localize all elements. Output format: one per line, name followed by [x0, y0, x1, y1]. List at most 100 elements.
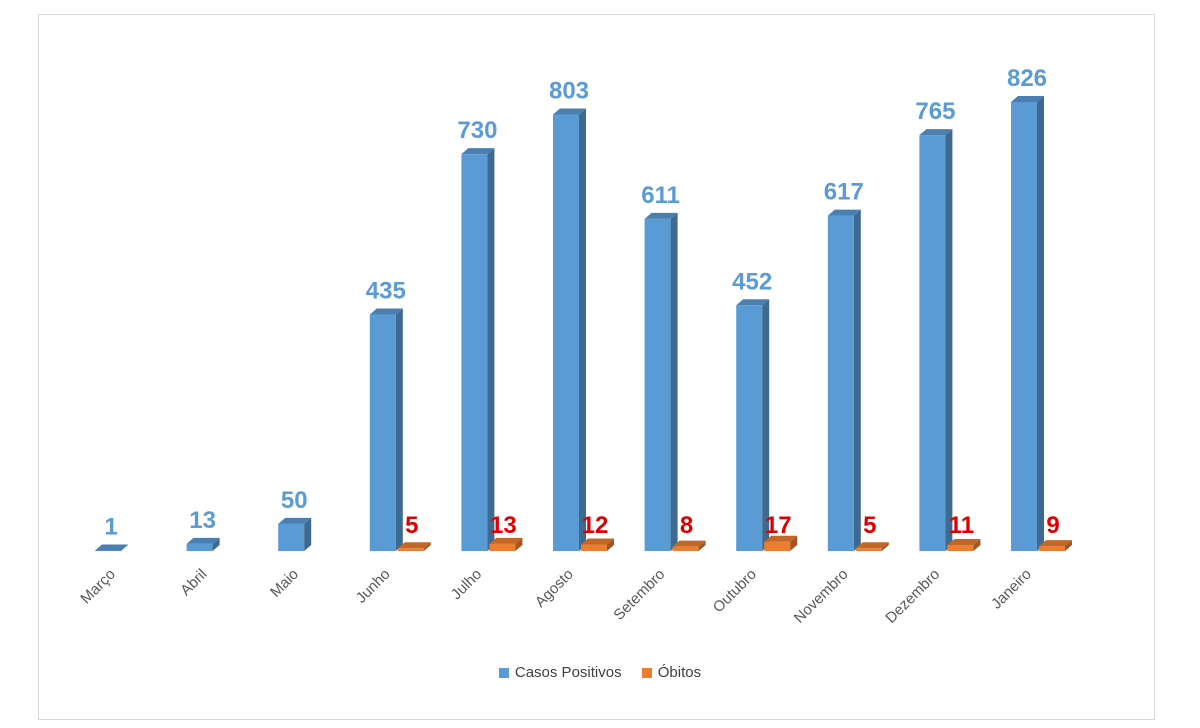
- bar-obitos-4-top: [489, 537, 523, 544]
- x-tick-label-8: Novembro: [791, 566, 852, 627]
- bar-obitos-3: [397, 542, 431, 551]
- bar-casos-7-side: [762, 299, 770, 551]
- bar-casos-2-side: [304, 517, 312, 551]
- legend-item-obitos: Óbitos: [641, 664, 702, 681]
- data-label-obitos-5: 12: [582, 512, 609, 539]
- bar-casos-2-front: [278, 523, 305, 551]
- bar-obitos-6: [672, 540, 706, 551]
- bar-obitos-7-side: [790, 535, 798, 551]
- bar-obitos-7-top: [764, 535, 798, 542]
- bar-casos-8-side: [853, 209, 861, 552]
- bar-casos-3-side: [395, 308, 403, 551]
- x-tick-label-7: Outubro: [710, 566, 760, 616]
- bar-casos-1-front: [186, 543, 213, 551]
- bar-obitos-8-front: [855, 548, 882, 551]
- data-label-casos-0: 1: [104, 513, 117, 540]
- bar-casos-0: [95, 544, 128, 551]
- bar-casos-6-side: [670, 212, 678, 551]
- bar-casos-5: [553, 108, 586, 552]
- bar-casos-8-front: [827, 215, 854, 552]
- bar-obitos-9-top: [947, 539, 981, 546]
- bar-casos-8-top: [827, 209, 861, 216]
- bar-casos-10-top: [1011, 96, 1044, 102]
- bar-casos-7-top: [736, 299, 770, 306]
- bar-casos-6: [644, 212, 678, 551]
- data-label-casos-2: 50: [281, 487, 308, 514]
- data-label-casos-4: 730: [457, 117, 497, 144]
- bar-casos-6-top: [644, 212, 678, 219]
- legend: Casos Positivos Óbitos: [0, 664, 1200, 682]
- chart-frame: [38, 14, 1155, 720]
- legend-label-casos-positivos: Casos Positivos: [514, 664, 622, 681]
- data-label-obitos-6: 8: [680, 512, 693, 539]
- bar-casos-9-top: [919, 129, 953, 136]
- data-label-obitos-3: 5: [405, 512, 418, 539]
- bar-casos-0-side: [121, 544, 128, 551]
- bar-casos-7-front: [736, 305, 763, 551]
- bar-casos-1: [186, 537, 220, 551]
- legend-swatch-obitos: [641, 667, 652, 678]
- bar-obitos-4-side: [515, 537, 523, 551]
- data-label-casos-8: 617: [824, 179, 864, 206]
- bar-obitos-8: [855, 542, 889, 551]
- bar-obitos-3-side: [423, 542, 431, 551]
- data-label-obitos-4: 13: [490, 512, 517, 539]
- bar-casos-4: [461, 148, 495, 551]
- bar-casos-1-top: [186, 537, 220, 544]
- x-tick-label-10: Janeiro: [988, 566, 1035, 613]
- data-label-casos-3: 435: [366, 278, 406, 305]
- bar-obitos-9-side: [973, 539, 981, 551]
- bar-obitos-6-top: [672, 540, 706, 547]
- bar-casos-0-front: [95, 550, 121, 551]
- bar-obitos-7-front: [764, 541, 791, 551]
- bar-casos-10: [1011, 96, 1044, 551]
- x-tick-label-2: Maio: [267, 566, 302, 601]
- bar-casos-9-side: [945, 129, 953, 551]
- data-label-obitos-9: 11: [949, 512, 974, 539]
- data-label-casos-9: 765: [915, 98, 955, 125]
- bar-casos-4-top: [461, 148, 495, 155]
- bar-obitos-3-top: [397, 542, 431, 549]
- bar-obitos-6-front: [672, 546, 699, 551]
- x-tick-label-3: Junho: [353, 566, 394, 607]
- bar-obitos-5: [581, 538, 614, 551]
- bar-casos-3-top: [369, 308, 403, 315]
- data-label-obitos-10: 9: [1046, 512, 1059, 539]
- bar-obitos-3-front: [397, 548, 424, 551]
- bar-obitos-6-side: [698, 540, 706, 551]
- bar-casos-2-top: [278, 517, 312, 524]
- bar-obitos-10-front: [1039, 546, 1065, 551]
- x-tick-label-5: Agosto: [532, 566, 577, 611]
- bar-obitos-8-top: [855, 542, 889, 549]
- bar-casos-10-front: [1011, 102, 1037, 551]
- bar-obitos-5-front: [581, 544, 607, 551]
- data-label-obitos-8: 5: [863, 512, 876, 539]
- bar-casos-3-front: [369, 314, 396, 551]
- legend-item-casos-positivos: Casos Positivos: [498, 664, 622, 681]
- bar-casos-0-top: [95, 544, 128, 551]
- x-tick-label-4: Julho: [448, 566, 485, 603]
- bar-casos-9: [919, 129, 953, 551]
- data-label-casos-6: 611: [641, 182, 680, 209]
- bar-casos-4-side: [487, 148, 495, 551]
- bar-obitos-8-side: [881, 542, 889, 551]
- data-label-obitos-7: 17: [765, 512, 792, 539]
- bar-obitos-10-side: [1065, 540, 1072, 551]
- bar-casos-7: [736, 299, 770, 551]
- data-label-casos-1: 13: [189, 507, 216, 534]
- bar-casos-10-side: [1037, 96, 1044, 551]
- legend-label-obitos: Óbitos: [657, 664, 702, 681]
- data-label-casos-7: 452: [732, 268, 772, 295]
- bar-obitos-10-top: [1039, 540, 1072, 547]
- bar-obitos-4: [489, 537, 523, 551]
- x-tick-label-0: Março: [77, 566, 118, 607]
- bar-casos-1-side: [212, 537, 220, 551]
- bar-casos-3: [369, 308, 403, 551]
- bar-casos-4-front: [461, 154, 488, 551]
- bar-casos-8: [827, 209, 861, 552]
- bar-obitos-4-front: [489, 543, 516, 551]
- bar-casos-9-front: [919, 135, 946, 551]
- bar-casos-5-front: [553, 114, 579, 552]
- bar-obitos-9-front: [947, 545, 974, 551]
